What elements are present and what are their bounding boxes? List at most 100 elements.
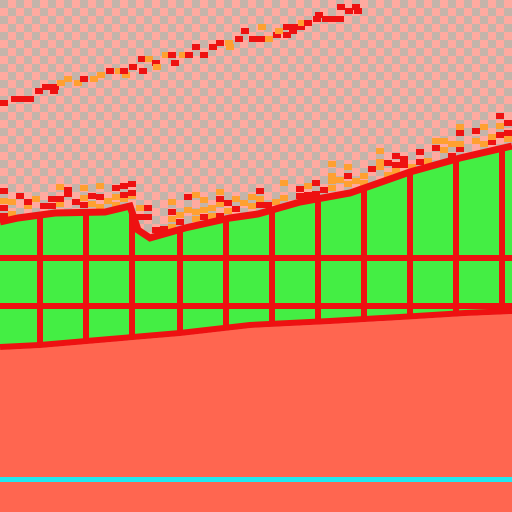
debris-block [24,199,32,205]
debris-block [74,80,82,86]
debris-block [480,124,488,130]
debris-block [115,68,123,74]
wall-grid-column [361,146,367,346]
debris-block [336,16,344,22]
debris-block [160,226,168,232]
green-block-wall [0,142,512,346]
debris-block [216,196,224,202]
debris-block [168,209,176,215]
debris-block [80,195,88,201]
debris-block [176,212,184,218]
debris-block [0,205,8,211]
debris-block [16,193,24,199]
debris-block [344,164,352,170]
debris-block [26,96,34,102]
debris-block [240,200,248,206]
debris-block [179,52,187,58]
debris-block [153,64,161,70]
debris-block [64,76,72,82]
debris-block [8,199,16,205]
debris-block [72,199,80,205]
debris-block [472,138,480,144]
wall-grid-row [0,303,512,309]
debris-block [328,161,336,167]
wall-body [0,146,512,346]
debris-block [80,76,88,82]
debris-block [104,198,112,204]
debris-block [345,8,353,14]
debris-block [424,158,432,164]
debris-block [96,183,104,189]
debris-block [336,177,344,183]
debris-block [275,28,283,34]
debris-block [360,180,368,186]
debris-block [200,197,208,203]
debris-block [496,113,504,119]
cyan-baseline [0,477,512,482]
wall-grid-column [177,146,183,346]
debris-block [504,130,512,136]
debris-block [297,24,305,30]
debris-block [0,198,8,204]
debris-block [280,195,288,201]
debris-block [480,141,488,147]
debris-block [241,28,249,34]
debris-block [313,16,321,22]
debris-block [139,68,147,74]
debris-block [216,40,224,46]
debris-block [248,203,256,209]
debris-block [40,203,48,209]
debris-block [42,84,50,90]
debris-block [440,147,448,153]
debris-block [144,205,152,211]
debris-block [328,185,336,191]
debris-block [376,159,384,165]
debris-block [368,166,376,172]
debris-block [384,160,392,166]
debris-block [448,141,456,147]
debris-block [289,28,297,34]
debris-block [392,168,400,174]
debris-block [120,68,128,74]
debris-block [112,202,120,208]
debris-block [162,52,170,58]
debris-block [51,84,59,90]
debris-block [249,36,257,42]
debris-block [344,181,352,187]
debris-block [392,153,400,159]
debris-block [256,196,264,202]
ground-edge [0,308,512,350]
debris-block [112,185,120,191]
debris-block [35,88,43,94]
debris-block [136,214,144,220]
debris-block [272,199,280,205]
debris-block [352,178,360,184]
debris-block [224,200,232,206]
debris-block [50,88,58,94]
debris-block [0,100,8,106]
debris-block [496,132,504,138]
debris-block [112,194,120,200]
debris-block [256,188,264,194]
debris-block [56,184,64,190]
debris-block [122,72,130,78]
debris-block [360,173,368,179]
debris-block [192,192,200,198]
debris-block [216,201,224,207]
debris-block [17,96,25,102]
debris-block [138,56,146,62]
debris-block [337,4,345,10]
debris-block [280,180,288,186]
debris-block [226,44,234,50]
debris-block [168,216,176,222]
debris-block [296,193,304,199]
debris-block [273,32,281,38]
debris-block [145,56,153,62]
debris-block [392,162,400,168]
debris-block [235,36,243,42]
wall-grid-column [129,146,135,346]
debris-block [440,138,448,144]
debris-block [504,136,512,142]
